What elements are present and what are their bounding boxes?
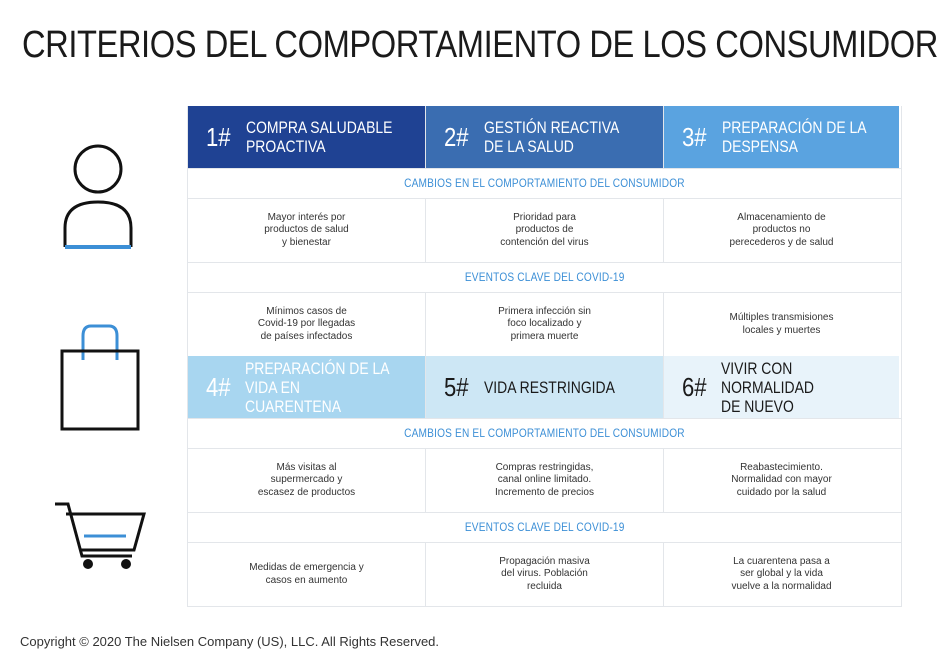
section-events: EVENTOS CLAVE DEL COVID-19	[188, 512, 901, 543]
behavior-cell: Almacenamiento de productos no pereceder…	[663, 199, 899, 262]
behavior-cell: Prioridad para productos de contención d…	[425, 199, 663, 262]
events-row: Mínimos casos de Covid-19 por llegadas d…	[188, 293, 901, 356]
section-behavior: CAMBIOS EN EL COMPORTAMIENTO DEL CONSUMI…	[188, 168, 901, 199]
stage-header-6: 6# VIVIR CON NORMALIDAD DE NUEVO	[663, 356, 899, 418]
events-cell: Propagación masiva del virus. Población …	[425, 543, 663, 606]
stage-label: GESTIÓN REACTIVA DE LA SALUD	[484, 118, 620, 156]
stage-number: 2#	[444, 121, 469, 152]
behavior-cell: Compras restringidas, canal online limit…	[425, 449, 663, 512]
stage-header-4: 4# PREPARACIÓN DE LA VIDA EN CUARENTENA	[188, 356, 425, 418]
stage-header-1: 1# COMPRA SALUDABLE PROACTIVA	[188, 106, 425, 168]
stage-label: PREPARACIÓN DE LA DESPENSA	[722, 118, 867, 156]
stage-header-row: 4# PREPARACIÓN DE LA VIDA EN CUARENTENA …	[188, 356, 901, 418]
events-row: Medidas de emergencia y casos en aumento…	[188, 543, 901, 607]
behavior-row: Mayor interés por productos de salud y b…	[188, 199, 901, 262]
shopping-bag-icon	[60, 324, 140, 431]
stage-number: 6#	[682, 371, 707, 402]
stages-table: 1# COMPRA SALUDABLE PROACTIVA 2# GESTIÓN…	[187, 106, 902, 607]
copyright-text: Copyright © 2020 The Nielsen Company (US…	[20, 634, 440, 649]
stage-label: VIVIR CON NORMALIDAD DE NUEVO	[720, 358, 814, 416]
section-events: EVENTOS CLAVE DEL COVID-19	[188, 262, 901, 293]
stage-header-row: 1# COMPRA SALUDABLE PROACTIVA 2# GESTIÓN…	[188, 106, 901, 168]
stage-label: VIDA RESTRINGIDA	[484, 377, 615, 397]
events-cell: Medidas de emergencia y casos en aumento	[249, 562, 364, 586]
stage-number: 5#	[444, 371, 469, 402]
stage-number: 1#	[206, 121, 231, 152]
events-cell: La cuarentena pasa a ser global y la vid…	[663, 543, 899, 606]
stage-number: 3#	[682, 121, 707, 152]
events-cell: Mínimos casos de Covid-19 por llegadas d…	[257, 305, 356, 342]
stage-header-5: 5# VIDA RESTRINGIDA	[425, 356, 663, 418]
behavior-cell: Más visitas al supermercado y escasez de…	[257, 461, 356, 498]
section-behavior: CAMBIOS EN EL COMPORTAMIENTO DEL CONSUMI…	[188, 418, 901, 449]
person-icon	[63, 144, 133, 249]
stage-number: 4#	[206, 371, 231, 402]
stage-label: PREPARACIÓN DE LA VIDA EN CUARENTENA	[244, 358, 390, 416]
page-title: CRITERIOS DEL COMPORTAMIENTO DE LOS CONS…	[22, 24, 938, 66]
behavior-cell: Reabastecimiento. Normalidad con mayor c…	[663, 449, 899, 512]
shopping-cart-icon	[55, 502, 146, 569]
stage-header-3: 3# PREPARACIÓN DE LA DESPENSA	[663, 106, 899, 168]
events-cell: Múltiples transmisiones locales y muerte…	[663, 293, 899, 356]
behavior-cell: Mayor interés por productos de salud y b…	[264, 211, 349, 248]
stage-label: COMPRA SALUDABLE PROACTIVA	[246, 118, 393, 156]
behavior-row: Más visitas al supermercado y escasez de…	[188, 449, 901, 512]
stage-header-2: 2# GESTIÓN REACTIVA DE LA SALUD	[425, 106, 663, 168]
events-cell: Primera infección sin foco localizado y …	[425, 293, 663, 356]
